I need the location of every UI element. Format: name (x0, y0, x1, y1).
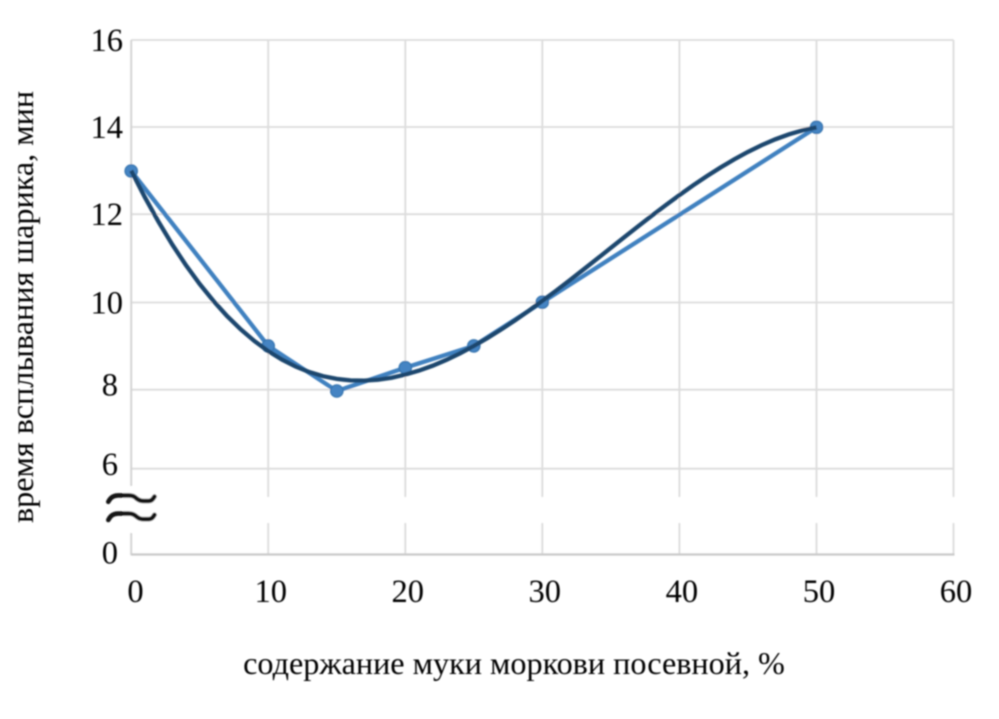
svg-text:время всплывания шарика, мин: время всплывания шарика, мин (4, 91, 40, 523)
svg-text:60: 60 (940, 574, 973, 610)
svg-text:10: 10 (254, 574, 287, 610)
svg-text:50: 50 (803, 574, 836, 610)
svg-text:14: 14 (91, 110, 124, 146)
svg-text:30: 30 (529, 574, 562, 610)
svg-text:6: 6 (102, 447, 118, 483)
svg-text:12: 12 (91, 197, 124, 233)
svg-text:40: 40 (666, 574, 699, 610)
svg-text:10: 10 (91, 285, 124, 321)
svg-text:содержание муки моркови посевн: содержание муки моркови посевной, % (243, 645, 785, 681)
svg-text:16: 16 (91, 23, 124, 59)
svg-text:0: 0 (127, 574, 143, 610)
svg-text:0: 0 (102, 536, 118, 572)
svg-text:8: 8 (102, 367, 118, 403)
svg-text:20: 20 (392, 574, 425, 610)
